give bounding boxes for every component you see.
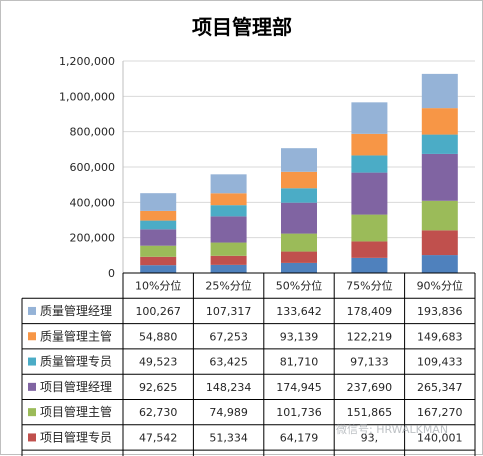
data-label: 49,523: [139, 356, 178, 369]
data-label: 47,542: [139, 431, 178, 444]
chart-title: 项目管理部: [192, 15, 292, 39]
data-label: 100,267: [135, 305, 181, 318]
y-tick-label: 1,000,000: [59, 90, 115, 103]
bar-segment: [140, 220, 177, 230]
data-label: 92,625: [139, 381, 178, 394]
bar-segment: [140, 210, 177, 221]
bar-segment: [421, 153, 458, 201]
data-label: 51,334: [209, 431, 248, 444]
bar-segment: [210, 193, 247, 206]
bar-segment: [140, 193, 177, 211]
y-tick-label: 0: [108, 267, 115, 280]
data-label: 62,730: [139, 406, 178, 419]
bar-segment: [351, 241, 388, 258]
bar-segment: [281, 171, 317, 189]
data-label: 151,865: [347, 406, 393, 419]
bar-segment: [421, 134, 458, 154]
legend-label: 项目管理专员: [40, 429, 112, 444]
bar-segment: [210, 216, 247, 243]
bar-segment: [140, 265, 177, 273]
legend-swatch: [28, 433, 36, 442]
bar-segment: [351, 102, 388, 134]
y-tick-label: 1,200,000: [59, 55, 115, 68]
bar-segment: [351, 133, 388, 156]
watermark-text: 微信号: HRWALKMAN: [336, 422, 448, 436]
bar-segment: [210, 205, 247, 217]
data-label: 54,880: [139, 330, 178, 343]
data-label: 148,234: [206, 381, 252, 394]
x-tick-label: 10%分位: [135, 279, 181, 293]
y-tick-label: 800,000: [70, 126, 116, 139]
legend-swatch: [28, 306, 36, 315]
y-tick-label: 600,000: [70, 161, 116, 174]
data-label: 133,642: [276, 305, 322, 318]
data-label: 74,989: [209, 406, 248, 419]
legend-swatch: [28, 332, 36, 341]
bar-segment: [281, 251, 317, 263]
bar-segment: [140, 245, 177, 257]
legend-label: 项目管理经理: [40, 379, 112, 394]
bar-segment: [421, 230, 458, 256]
data-label: 81,710: [280, 356, 319, 369]
data-label: 67,253: [209, 330, 248, 343]
bar-segment: [351, 172, 388, 215]
data-label: 178,409: [347, 305, 393, 318]
data-label: 64,179: [280, 431, 319, 444]
x-tick-label: 75%分位: [346, 279, 392, 293]
bar-segment: [140, 256, 177, 266]
data-label: 193,836: [417, 305, 463, 318]
bar-segment: [281, 202, 317, 234]
legend-swatch: [28, 382, 36, 391]
y-tick-label: 400,000: [70, 196, 116, 209]
data-label: 97,133: [350, 356, 389, 369]
bar-segment: [210, 174, 247, 194]
bar-segment: [210, 242, 247, 256]
bar-segment: [281, 188, 317, 203]
data-label: 140,001: [417, 431, 463, 444]
data-label: 149,683: [417, 330, 463, 343]
data-label: 122,219: [347, 330, 393, 343]
bar-segment: [421, 255, 458, 273]
bar-segment: [421, 200, 458, 231]
data-label: 107,317: [206, 305, 252, 318]
bar-segment: [351, 257, 388, 273]
bar-segment: [140, 229, 177, 246]
data-label: 93,139: [280, 330, 319, 343]
bar-segment: [421, 73, 458, 109]
bar-segment: [351, 155, 388, 173]
legend-label: 质量管理主管: [40, 328, 112, 343]
bar-segment: [421, 108, 458, 135]
legend-label: 质量管理经理: [40, 303, 112, 318]
x-tick-label: 25%分位: [205, 279, 251, 293]
legend-label: 项目管理主管: [40, 404, 112, 419]
data-label: 109,433: [417, 356, 463, 369]
legend-label: 质量管理专员: [40, 354, 112, 369]
bar-segment: [281, 233, 317, 252]
legend-swatch: [28, 408, 36, 417]
data-label: 174,945: [276, 381, 322, 394]
data-label: 265,347: [417, 381, 463, 394]
y-tick-label: 200,000: [70, 232, 116, 245]
bar-segment: [281, 262, 317, 273]
bar-segment: [210, 255, 247, 265]
data-label: 63,425: [209, 356, 248, 369]
bar-segment: [351, 214, 388, 242]
data-label: 167,270: [417, 406, 463, 419]
legend-swatch: [28, 357, 36, 366]
bar-segment: [281, 148, 317, 172]
data-label: 101,736: [276, 406, 322, 419]
x-tick-label: 50%分位: [276, 279, 322, 293]
bar-segment: [210, 264, 247, 273]
data-label: 93,: [361, 431, 379, 444]
data-label: 237,690: [347, 381, 393, 394]
x-tick-label: 90%分位: [417, 279, 463, 293]
